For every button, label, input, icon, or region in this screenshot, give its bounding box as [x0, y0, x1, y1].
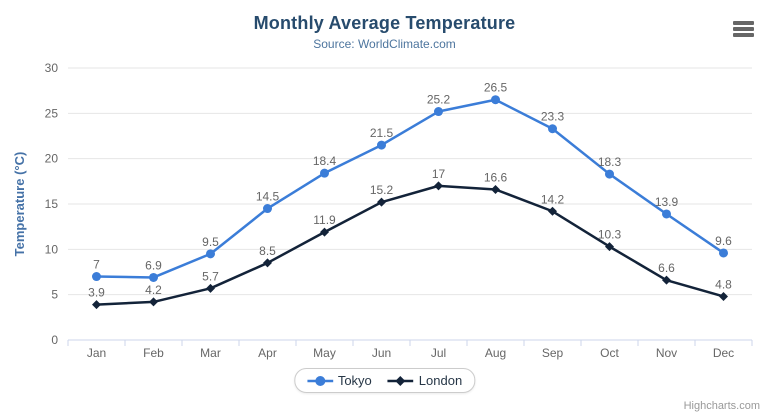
x-axis-label: May — [313, 346, 336, 360]
data-label: 7 — [93, 258, 100, 272]
data-label: 6.6 — [658, 261, 675, 275]
chart-subtitle: Source: WorldClimate.com — [313, 37, 456, 51]
legend-marker — [395, 375, 406, 386]
data-label: 23.3 — [541, 110, 565, 124]
data-point-marker-london[interactable] — [434, 181, 443, 191]
chart-title: Monthly Average Temperature — [253, 13, 516, 33]
data-label: 18.3 — [598, 155, 622, 169]
data-label: 9.5 — [202, 235, 219, 249]
data-label: 9.6 — [715, 234, 732, 248]
data-point-marker-london[interactable] — [548, 206, 557, 216]
data-label: 6.9 — [145, 258, 162, 272]
data-label: 18.4 — [313, 154, 337, 168]
legend-marker — [314, 375, 325, 386]
data-point-marker-london[interactable] — [377, 197, 386, 207]
data-point-marker-london[interactable] — [605, 242, 614, 252]
data-point-marker-tokyo[interactable] — [719, 248, 728, 258]
data-label: 5.7 — [202, 269, 219, 283]
y-axis-label: 5 — [51, 288, 58, 302]
legend-label: London — [418, 373, 463, 388]
data-label: 13.9 — [655, 195, 679, 209]
x-axis-label: Oct — [600, 346, 619, 360]
data-point-marker-london[interactable] — [263, 258, 272, 268]
data-label: 3.9 — [88, 286, 105, 300]
data-point-marker-london[interactable] — [92, 300, 101, 310]
legend: Tokyo London — [293, 368, 476, 393]
x-axis-label: Sep — [542, 346, 564, 360]
data-label: 8.5 — [259, 244, 276, 258]
data-point-marker-tokyo[interactable] — [206, 249, 215, 259]
data-point-marker-tokyo[interactable] — [434, 107, 443, 117]
credits-link[interactable]: Highcharts.com — [683, 400, 760, 412]
data-label: 10.3 — [598, 228, 622, 242]
x-axis-label: Jan — [87, 346, 106, 360]
y-axis-label: 30 — [45, 61, 59, 75]
data-point-marker-tokyo[interactable] — [149, 272, 158, 282]
data-point-marker-tokyo[interactable] — [491, 95, 500, 105]
circle-marker-icon — [306, 375, 333, 386]
data-point-marker-tokyo[interactable] — [92, 272, 101, 282]
data-label: 15.2 — [370, 183, 394, 197]
y-axis-label: 20 — [45, 152, 59, 166]
data-point-marker-tokyo[interactable] — [662, 209, 671, 219]
y-axis-label: 15 — [45, 197, 59, 211]
data-label: 14.5 — [256, 190, 280, 204]
series-line-london — [95, 184, 725, 306]
data-label: 4.8 — [715, 277, 732, 291]
data-point-marker-tokyo[interactable] — [377, 140, 386, 150]
data-point-marker-london[interactable] — [719, 291, 728, 301]
data-point-marker-london[interactable] — [662, 275, 671, 285]
x-axis-label: Nov — [656, 346, 677, 360]
y-axis-label: 10 — [45, 242, 59, 256]
x-axis-label: Jun — [372, 346, 391, 360]
legend-item-tokyo[interactable]: Tokyo — [306, 373, 372, 388]
legend-label: Tokyo — [337, 373, 372, 388]
data-point-marker-london[interactable] — [149, 297, 158, 307]
hamburger-icon — [732, 21, 754, 37]
data-label: 4.2 — [145, 283, 162, 297]
data-label: 11.9 — [313, 213, 336, 227]
x-axis-label: Feb — [143, 346, 164, 360]
x-axis-label: Aug — [485, 346, 506, 360]
data-point-marker-tokyo[interactable] — [263, 204, 272, 214]
y-axis-title: Temperature (°C) — [12, 152, 27, 257]
data-label: 25.2 — [427, 93, 451, 107]
data-label: 21.5 — [370, 126, 394, 140]
diamond-marker-icon — [387, 375, 414, 386]
y-axis-label: 25 — [45, 106, 59, 120]
series-line-tokyo — [95, 98, 725, 279]
data-label: 16.6 — [484, 170, 508, 184]
data-label: 14.2 — [541, 192, 565, 206]
data-point-marker-london[interactable] — [491, 184, 500, 194]
data-point-marker-tokyo[interactable] — [605, 169, 614, 179]
x-axis-label: Dec — [713, 346, 734, 360]
x-axis-label: Mar — [200, 346, 221, 360]
data-point-marker-tokyo[interactable] — [320, 168, 329, 178]
series-london: 3.9 4.2 5.7 8.5 11.9 15.2 17 16.6 14.2 10.3 6.6 4.8 — [88, 167, 732, 310]
series-tokyo: 7 6.9 9.5 14.5 18.4 21.5 25.2 26.5 23.3 18.3 13.9 9… — [92, 81, 732, 282]
y-axis-label: 0 — [51, 333, 58, 347]
x-axis-label: Jul — [431, 346, 446, 360]
data-point-marker-tokyo[interactable] — [548, 124, 557, 134]
data-label: 26.5 — [484, 81, 508, 95]
legend-item-london[interactable]: London — [387, 373, 463, 388]
data-point-marker-london[interactable] — [320, 227, 329, 237]
data-point-marker-london[interactable] — [206, 283, 215, 293]
context-menu-button[interactable] — [729, 16, 757, 42]
x-axis-label: Apr — [258, 346, 277, 360]
data-label: 17 — [432, 167, 446, 181]
